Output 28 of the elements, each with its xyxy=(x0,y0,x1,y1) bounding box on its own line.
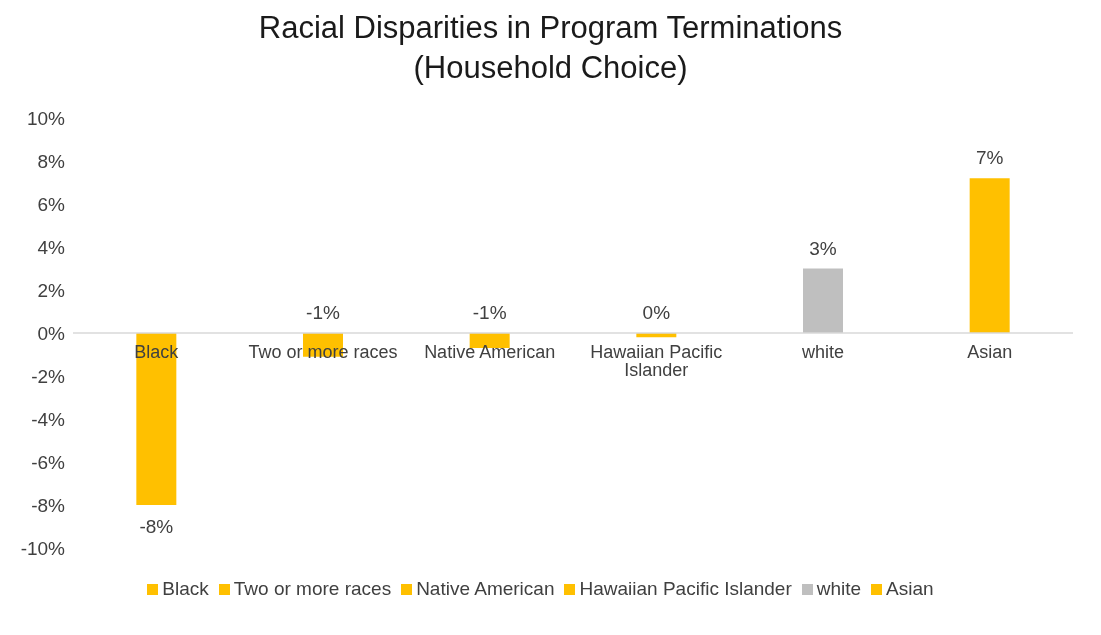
legend-label: white xyxy=(816,578,862,599)
legend-label: Native American xyxy=(416,578,555,599)
y-tick-label: -2% xyxy=(31,365,66,387)
y-tick-label: -8% xyxy=(31,494,66,516)
x-tick-label: white xyxy=(800,341,845,362)
data-label: -8% xyxy=(139,516,174,537)
legend-label: Asian xyxy=(886,578,934,599)
y-tick-label: 6% xyxy=(37,193,66,215)
data-label: 7% xyxy=(975,147,1004,169)
x-tick-label: Hawaiian Pacific Islander xyxy=(590,341,723,380)
data-label: 3% xyxy=(809,237,837,259)
y-tick-label: -10% xyxy=(20,537,66,559)
y-tick-label: -6% xyxy=(31,451,66,473)
y-tick-label: -4% xyxy=(31,408,66,430)
x-tick-label: Native American xyxy=(424,341,556,362)
y-tick-label: 8% xyxy=(37,150,66,172)
data-label: 0% xyxy=(642,302,671,323)
data-label: -1% xyxy=(472,302,507,323)
x-tick-label: Asian xyxy=(967,341,1013,362)
data-label: -1% xyxy=(306,302,340,323)
y-tick-label: 2% xyxy=(37,279,66,301)
y-tick-label: 4% xyxy=(37,236,66,258)
y-tick-label: 0% xyxy=(37,322,66,344)
legend-label: Black xyxy=(162,578,209,599)
legend-label: Hawaiian Pacific Islander xyxy=(579,578,792,599)
legend-label: Two or more races xyxy=(233,578,392,599)
chart-title: Racial Disparities in Program Terminations (Household Choice) xyxy=(257,9,844,87)
y-tick-label: 10% xyxy=(26,107,66,129)
